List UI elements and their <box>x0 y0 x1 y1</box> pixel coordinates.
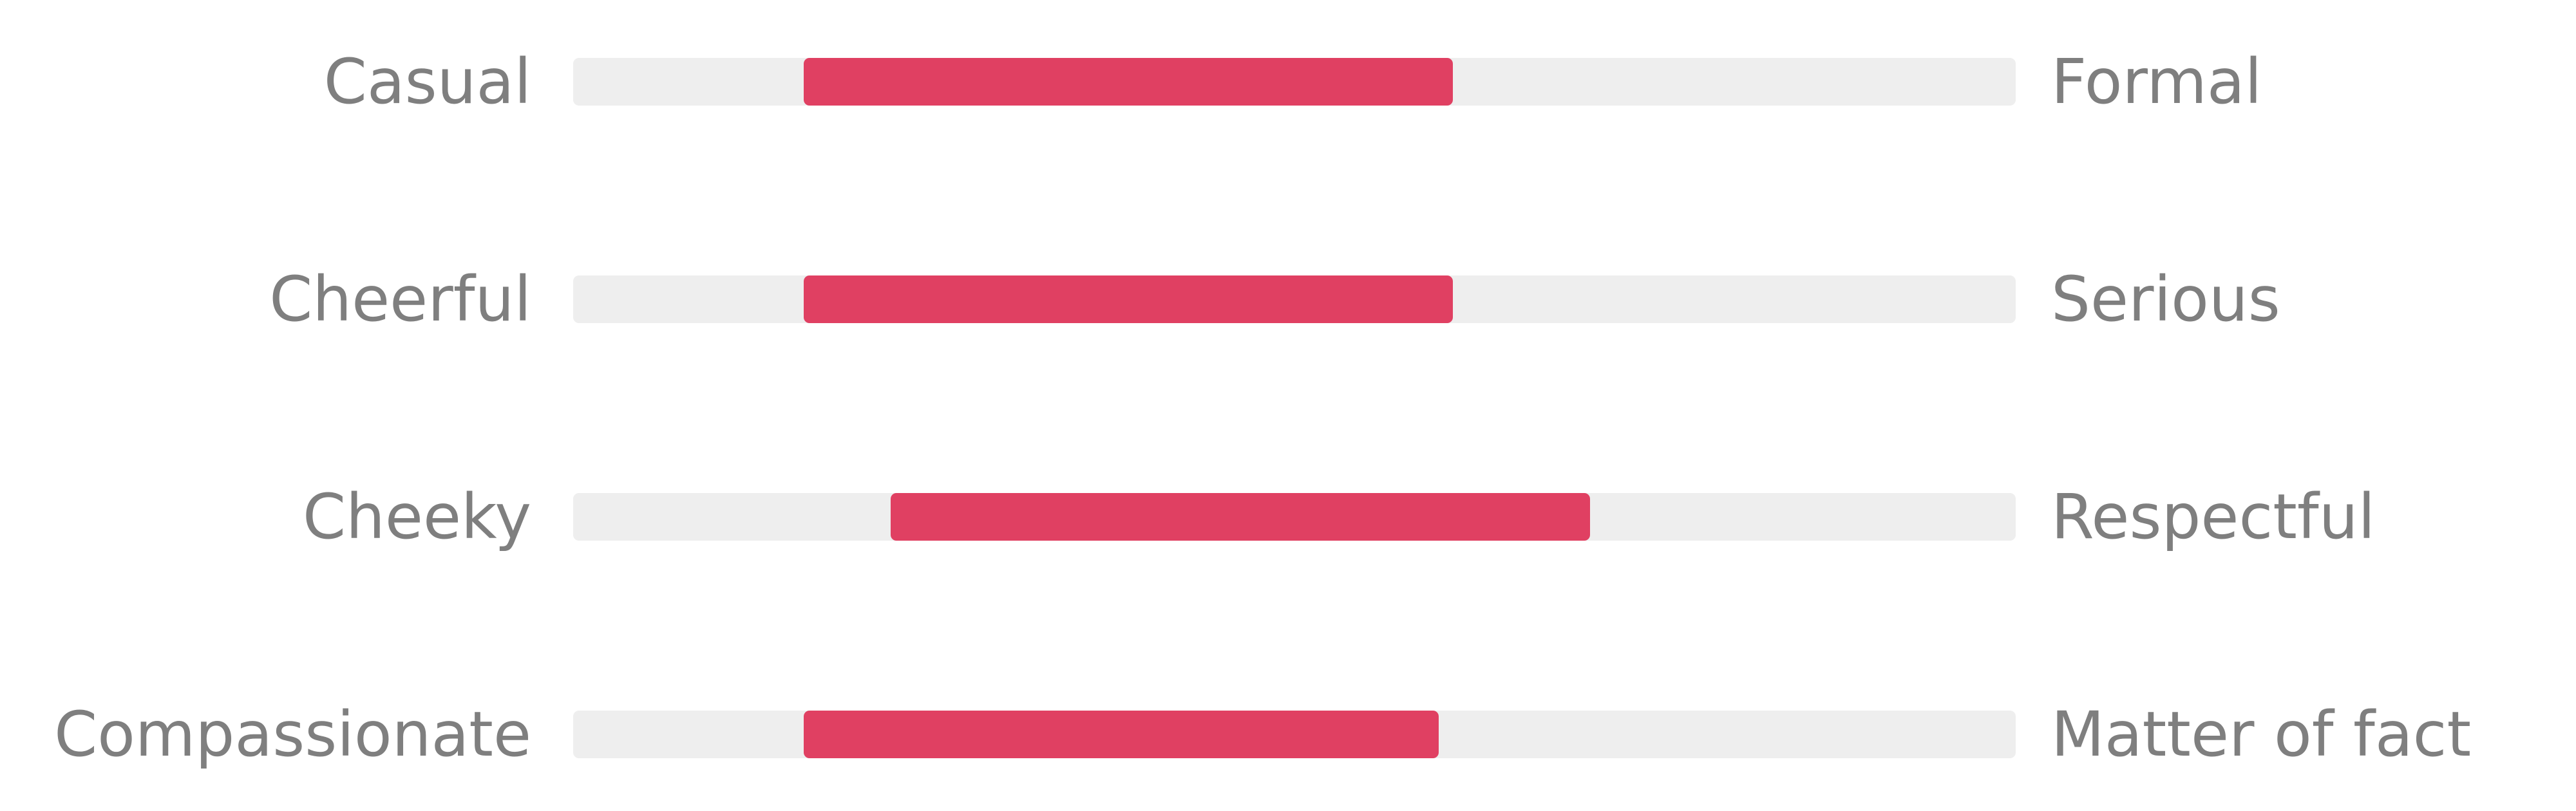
scale-track <box>573 493 2016 541</box>
scale-left-label: Cheeky <box>303 481 531 553</box>
scale-left-label: Cheerful <box>269 263 531 335</box>
scale-track <box>573 711 2016 758</box>
scale-row-compassionate-matter-of-fact: Compassionate Matter of fact <box>0 704 2576 765</box>
scale-row-cheeky-respectful: Cheeky Respectful <box>0 486 2576 548</box>
scale-left-label: Casual <box>323 46 531 118</box>
scale-right-label: Formal <box>2051 46 2262 118</box>
scale-range-bar <box>804 711 1439 758</box>
scale-row-cheerful-serious: Cheerful Serious <box>0 268 2576 330</box>
scale-track <box>573 275 2016 323</box>
scale-right-label: Serious <box>2051 263 2280 335</box>
scale-right-label: Matter of fact <box>2051 698 2472 770</box>
scale-right-label: Respectful <box>2051 481 2376 553</box>
scale-row-casual-formal: Casual Formal <box>0 51 2576 113</box>
scale-range-bar <box>890 493 1591 541</box>
scale-range-bar <box>804 275 1454 323</box>
scale-range-bar <box>804 58 1454 106</box>
scale-track <box>573 58 2016 106</box>
scale-left-label: Compassionate <box>54 698 531 770</box>
